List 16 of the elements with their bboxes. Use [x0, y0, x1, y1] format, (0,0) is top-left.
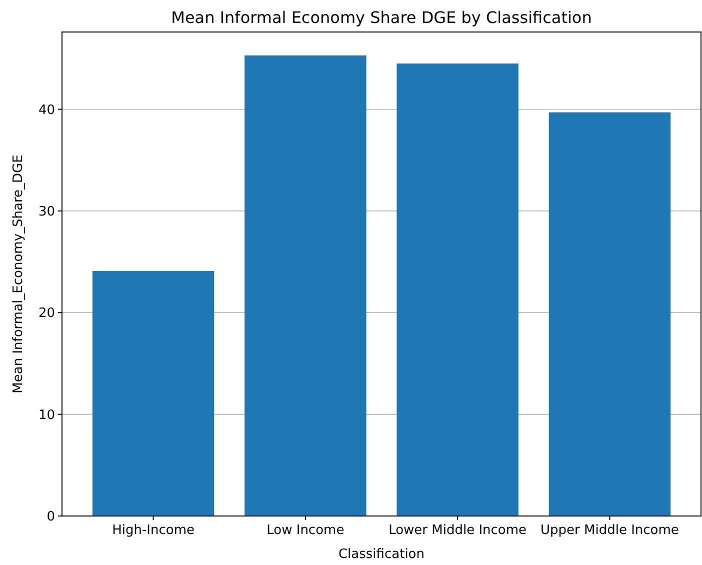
y-axis-title: Mean Informal_Economy_Share_DGE: [11, 154, 26, 394]
y-tick-label: 0: [46, 510, 55, 525]
bar: [92, 270, 214, 516]
x-tick-label: Upper Middle Income: [540, 523, 679, 538]
x-axis-title: Classification: [338, 547, 425, 562]
x-tick-label: Lower Middle Income: [388, 523, 527, 538]
bar: [548, 112, 671, 516]
bar: [244, 55, 366, 516]
y-tick-label: 40: [38, 102, 55, 118]
y-tick-label: 30: [38, 204, 55, 220]
x-tick-label: Low Income: [266, 523, 344, 538]
x-tick-label: High-Income: [112, 523, 194, 538]
chart-title: Mean Informal Economy Share DGE by Classification: [171, 8, 592, 27]
y-tick-label: 10: [38, 408, 55, 423]
y-tick-label: 20: [38, 306, 55, 322]
bar: [396, 64, 518, 516]
